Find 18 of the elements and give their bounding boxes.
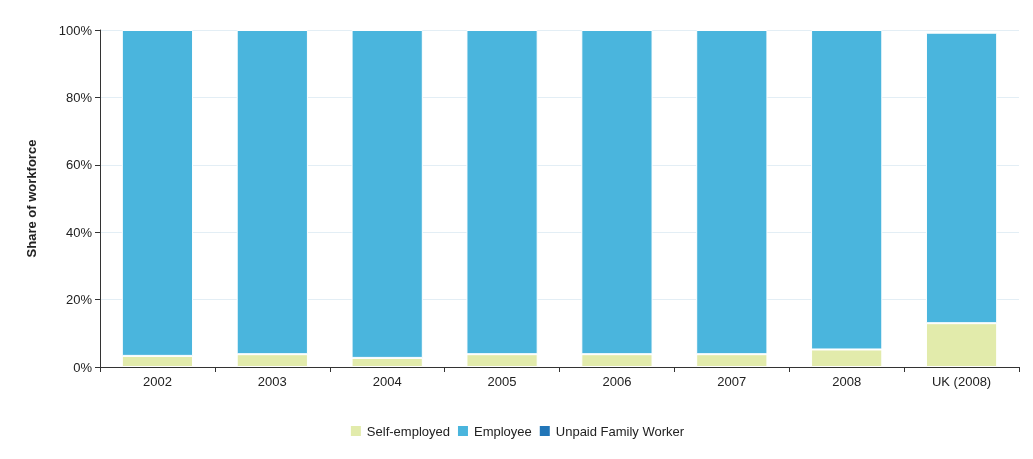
y-tick-label: 100%: [58, 22, 93, 38]
y-tick-label: 60%: [65, 157, 93, 173]
y-tick-label: 40%: [65, 224, 93, 240]
x-tick-label: 2005: [487, 374, 517, 389]
legend-label: Employee: [473, 423, 532, 439]
x-tick-label: 2008: [832, 374, 862, 389]
x-tick-label: UK (2008): [931, 374, 992, 389]
y-tick-label: 80%: [65, 89, 93, 105]
x-tick-label: 2003: [257, 374, 287, 389]
y-axis-title: Share of workforce: [24, 139, 39, 258]
x-tick-label: 2007: [717, 374, 747, 389]
legend-label: Self-employed: [366, 423, 450, 439]
legend-label: Unpaid Family Worker: [555, 423, 685, 439]
y-tick-label: 20%: [65, 292, 93, 308]
y-tick-label: 0%: [73, 359, 93, 375]
x-tick-label: 2002: [142, 374, 172, 389]
x-tick-label: 2004: [372, 374, 402, 389]
x-tick-label: 2006: [602, 374, 632, 389]
